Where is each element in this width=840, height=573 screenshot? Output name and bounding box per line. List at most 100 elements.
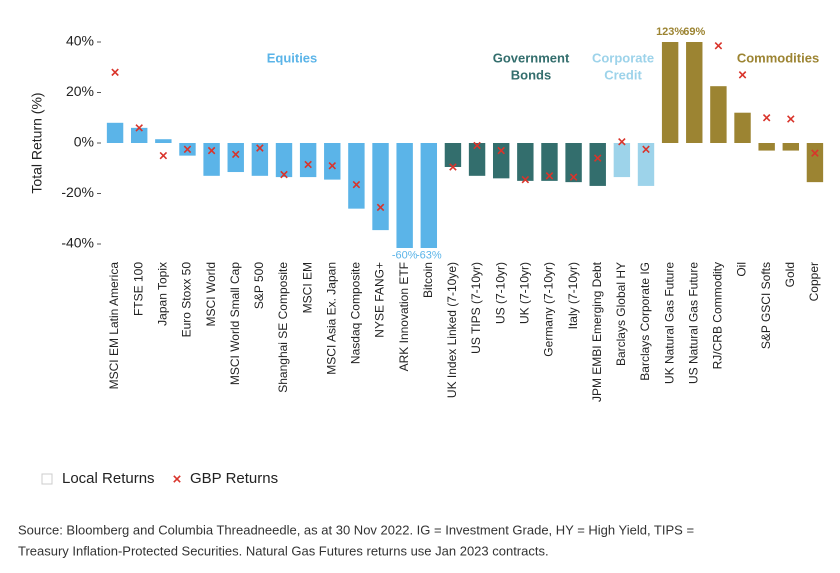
value-label: -60% (392, 249, 418, 261)
value-label: 69% (683, 26, 705, 38)
legend-marker (173, 475, 181, 483)
bar (372, 143, 389, 231)
marker (642, 145, 650, 154)
bar (299, 143, 317, 178)
bar (106, 122, 124, 143)
marker (618, 137, 626, 146)
x-tick-label: Italy (7-10yr) (566, 262, 580, 329)
y-axis-label: Total Return (%) (29, 92, 45, 193)
group-label: Bonds (511, 67, 551, 82)
bar (130, 127, 148, 143)
x-tick-label: Barclays Corporate IG (638, 262, 652, 381)
bar (589, 143, 606, 186)
marker (787, 115, 795, 123)
source-note: Source: Bloomberg and Columbia Threadnee… (18, 522, 694, 537)
marker (159, 151, 168, 160)
marker (811, 149, 819, 157)
legend-label: Local Returns (62, 470, 155, 487)
x-tick-label: JPM EMBI Emerging Debt (590, 261, 604, 402)
marker (762, 113, 771, 122)
value-label: 123% (656, 26, 684, 38)
marker (328, 161, 337, 170)
bar (444, 143, 462, 167)
x-tick-label: ARK Innovation ETF (397, 262, 411, 371)
marker (593, 154, 602, 162)
marker (376, 203, 385, 212)
x-tick-label: UK (7-10yr) (518, 262, 532, 324)
marker (135, 124, 143, 132)
marker (497, 146, 505, 155)
x-tick-label: Euro Stoxx 50 (180, 262, 194, 338)
bar (396, 143, 413, 248)
legend-swatch (41, 473, 53, 485)
y-tick-label: 20% (66, 83, 94, 99)
marker (738, 71, 747, 79)
x-tick-label: UK Index Linked (7-10ye) (445, 262, 459, 398)
x-tick-label: NYSE FANG+ (373, 262, 387, 338)
marker (569, 173, 578, 181)
bar (541, 143, 558, 181)
x-tick-label: Barclays Global HY (614, 262, 628, 366)
bar (661, 42, 679, 144)
marker (183, 145, 192, 154)
bars (106, 42, 824, 248)
bar (468, 143, 486, 176)
marker (714, 42, 723, 50)
bar (203, 143, 220, 176)
marker (473, 141, 481, 150)
bar (324, 143, 341, 180)
x-tick-label: RJ/CRB Commodity (711, 262, 725, 369)
marker (231, 150, 240, 159)
marker (304, 160, 312, 169)
bar (492, 143, 510, 179)
bar (517, 143, 534, 181)
x-tick-label: Shanghai SE Composite (276, 262, 290, 393)
marker (280, 170, 288, 179)
legend-label: GBP Returns (190, 470, 278, 487)
x-tick-label: US Natural Gas Future (686, 262, 700, 384)
x-tick-label: Germany (7-10yr) (542, 262, 556, 357)
bar (782, 143, 800, 151)
x-tick-label: MSCI EM Latin America (107, 262, 121, 390)
x-tick-label: Japan Topix (156, 262, 170, 326)
group-label: Government (493, 50, 570, 65)
marker (545, 172, 554, 180)
bar (251, 143, 269, 176)
group-label: Credit (604, 67, 642, 82)
group-label: Equities (267, 50, 318, 65)
y-tick-label: 40% (66, 33, 94, 49)
bar (734, 112, 751, 143)
x-tick-label: US TIPS (7-10yr) (469, 262, 483, 354)
marker (521, 175, 530, 184)
source-note: Treasury Inflation-Protected Securities.… (18, 543, 549, 558)
group-label: Commodities (737, 50, 819, 65)
x-tick-label: Copper (807, 262, 821, 301)
bar (565, 143, 582, 183)
bar (348, 143, 365, 209)
x-tick-label: Oil (735, 262, 749, 277)
x-tick-label: UK Natural Gas Future (662, 262, 676, 384)
x-tick-label: MSCI World Small Cap (228, 262, 242, 385)
x-tick-label: US (7-10yr) (493, 262, 507, 324)
x-tick-label: Gold (783, 262, 797, 287)
x-tick-label: FTSE 100 (131, 262, 145, 316)
x-tick-label: Bitcoin (421, 262, 435, 298)
y-tick-label: 0% (74, 134, 94, 150)
bar (686, 42, 703, 144)
x-tick-label: S&P 500 (252, 262, 266, 309)
bar (710, 86, 727, 143)
y-tick-label: -20% (61, 184, 94, 200)
marker (352, 180, 361, 189)
marker (111, 68, 119, 77)
bar (227, 143, 244, 173)
value-label: -63% (416, 249, 442, 261)
x-tick-label: MSCI World (204, 262, 218, 326)
bar (155, 139, 172, 143)
marker (207, 146, 216, 155)
x-tick-label: MSCI Asia Ex. Japan (324, 262, 338, 375)
bar (420, 143, 438, 248)
bar (637, 143, 655, 186)
bar (758, 143, 775, 151)
x-tick-label: S&P GSCI Softs (759, 262, 773, 349)
